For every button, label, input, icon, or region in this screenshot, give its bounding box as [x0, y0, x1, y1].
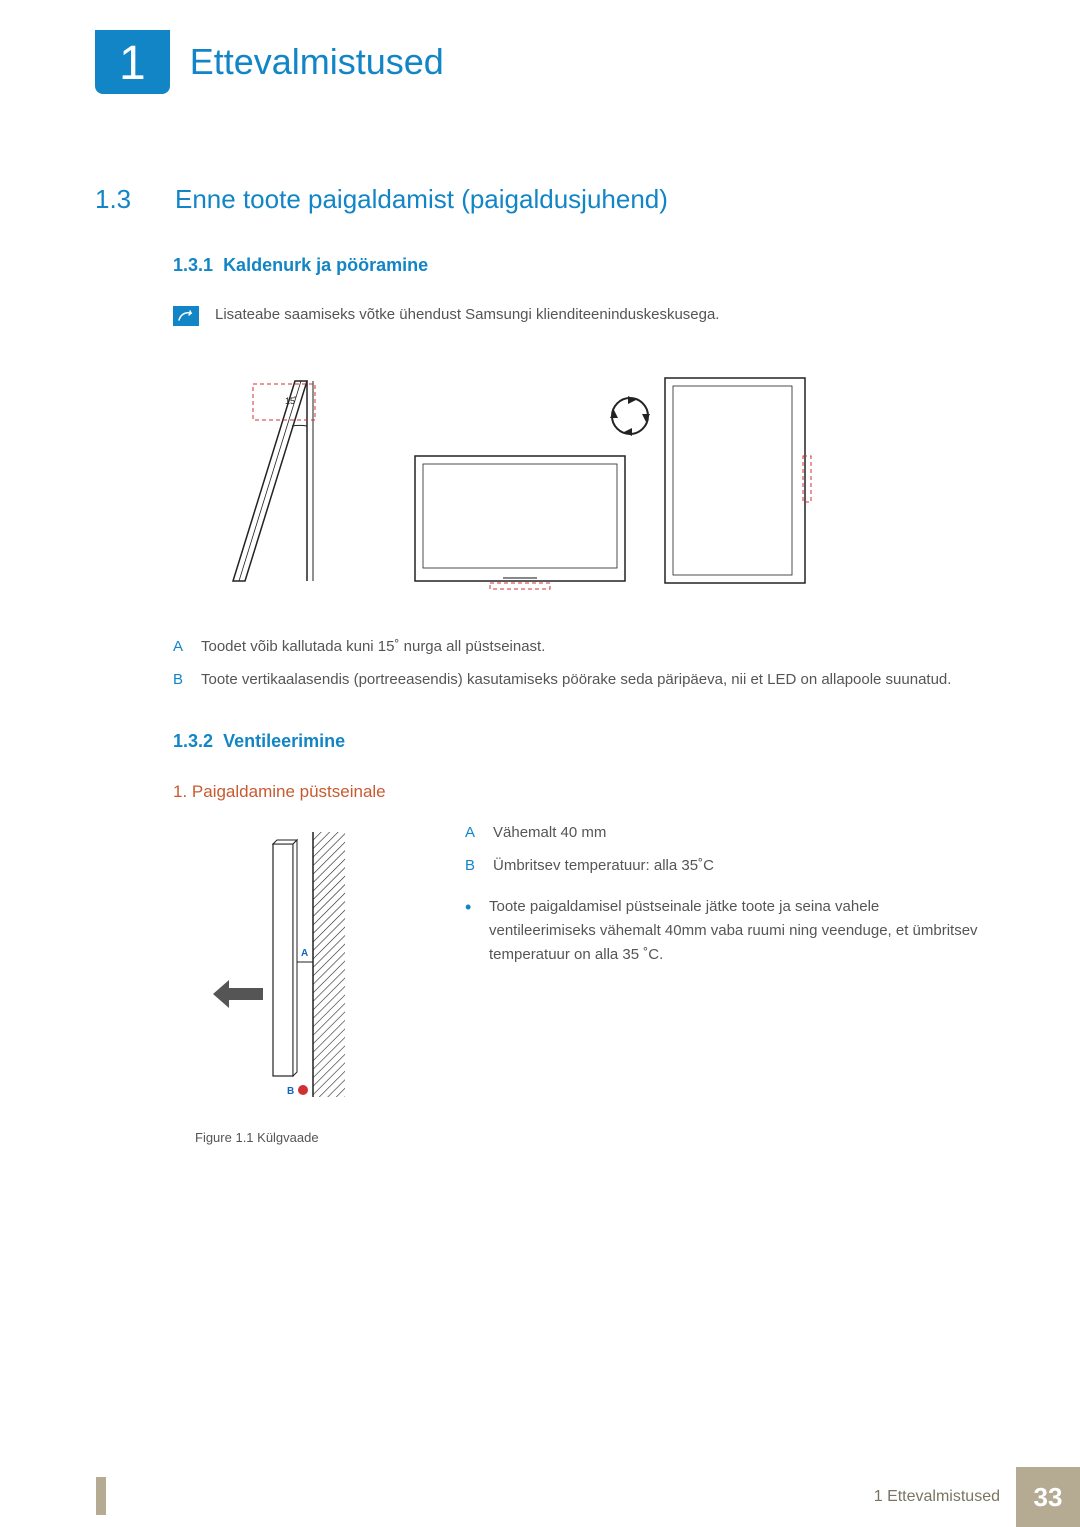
subsection-1-title: Kaldenurk ja pööramine [223, 255, 428, 275]
chapter-number-badge: 1 [95, 30, 170, 94]
ventilation-row: A B Figure 1.1 Külgvaade A Vähemalt 40 m… [195, 822, 985, 1145]
arrow-icon [213, 980, 263, 1008]
list-letter-b: B [173, 669, 189, 692]
list-text: Ümbritsev temperatuur: alla 35˚C [493, 855, 714, 878]
page-header: 1 Ettevalmistused [0, 0, 1080, 124]
bullet-item: • Toote paigaldamisel püstseinale jätke … [465, 895, 985, 967]
subsection-1-number: 1.3.1 [173, 255, 213, 275]
footer-accent-bar [96, 1477, 106, 1515]
list-letter-a: A [173, 636, 189, 659]
page-content: 1.3 Enne toote paigaldamist (paigaldusju… [0, 124, 1080, 1265]
section-heading: 1.3 Enne toote paigaldamist (paigaldusju… [95, 184, 985, 215]
footer-chapter-label: 1 Ettevalmistused [874, 1467, 1016, 1527]
rotation-diagram [405, 366, 825, 596]
list-item: B Toote vertikaalasendis (portreeasendis… [173, 669, 985, 692]
section-title: Enne toote paigaldamist (paigaldusjuhend… [175, 184, 668, 215]
subsection-2-number: 1.3.2 [173, 731, 213, 751]
chapter-title: Ettevalmistused [190, 41, 444, 83]
section-number: 1.3 [95, 184, 145, 215]
list-letter-b: B [465, 855, 481, 878]
figure-caption: Figure 1.1 Külgvaade [195, 1130, 405, 1145]
tilt-diagram: 15 ˚ [195, 366, 335, 596]
vent-sub-heading: 1. Paigaldamine püstseinale [173, 782, 985, 802]
svg-text:˚: ˚ [294, 396, 296, 404]
svg-text:B: B [287, 1086, 294, 1097]
page-footer: 1 Ettevalmistused 33 [0, 1467, 1080, 1527]
tilt-list: A Toodet võib kallutada kuni 15˚ nurga a… [173, 636, 985, 691]
list-letter-a: A [465, 822, 481, 845]
ventilation-text: A Vähemalt 40 mm B Ümbritsev temperatuur… [465, 822, 985, 967]
list-text: Vähemalt 40 mm [493, 822, 606, 845]
subsection-2-title: Ventileerimine [223, 731, 345, 751]
list-item: A Vähemalt 40 mm [465, 822, 985, 845]
ventilation-diagram: A B [195, 822, 395, 1112]
ventilation-diagram-block: A B Figure 1.1 Külgvaade [195, 822, 405, 1145]
footer-page-number: 33 [1016, 1467, 1080, 1527]
bullet-icon: • [465, 895, 477, 967]
svg-text:A: A [301, 948, 308, 959]
list-item: B Ümbritsev temperatuur: alla 35˚C [465, 855, 985, 878]
subsection-2-heading: 1.3.2 Ventileerimine [173, 731, 985, 752]
tilt-rotation-diagram: 15 ˚ [195, 366, 985, 596]
list-item: A Toodet võib kallutada kuni 15˚ nurga a… [173, 636, 985, 659]
bullet-text: Toote paigaldamisel püstseinale jätke to… [489, 895, 985, 967]
subsection-1-heading: 1.3.1 Kaldenurk ja pööramine [173, 255, 985, 276]
note-icon [173, 306, 199, 326]
list-text: Toote vertikaalasendis (portreeasendis) … [201, 669, 951, 692]
list-text: Toodet võib kallutada kuni 15˚ nurga all… [201, 636, 545, 659]
info-note: Lisateabe saamiseks võtke ühendust Samsu… [173, 306, 985, 326]
note-text: Lisateabe saamiseks võtke ühendust Samsu… [215, 306, 719, 323]
